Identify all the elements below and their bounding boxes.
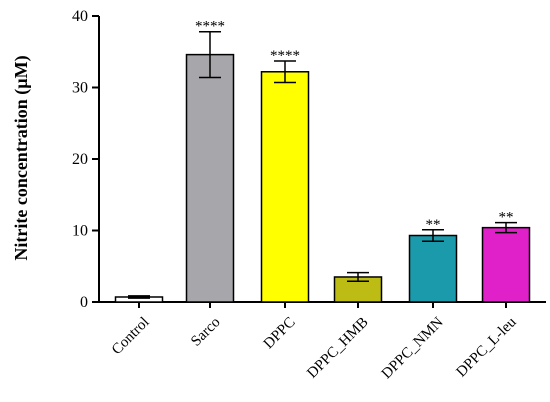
significance-label: **: [499, 210, 514, 226]
bars: ********** **: [114, 19, 531, 303]
y-tick-label: 0: [80, 294, 88, 311]
y-tick-label: 20: [72, 151, 88, 168]
y-tick-label: 30: [72, 80, 88, 97]
y-tick-label: 10: [72, 223, 88, 240]
bar-dppc-nmn: [408, 234, 458, 303]
significance-label: ****: [195, 19, 225, 35]
bar-sarco: [185, 53, 235, 303]
category-label: DPPC_HMB: [304, 314, 371, 381]
significance-label: ****: [270, 48, 300, 64]
y-tick-label: 40: [72, 8, 88, 25]
significance-label: **: [426, 217, 441, 233]
bar-dppc-l-leu: [481, 226, 531, 303]
category-label: DPPC_NMN: [379, 314, 447, 382]
category-labels: Control Sarco DPPC DPPC_HMB DPPC_NMN DPPC_L-l…: [109, 302, 520, 382]
axes: 0 10 20 30 40: [72, 8, 546, 311]
category-label: Control: [109, 314, 153, 358]
category-label: DPPC: [261, 314, 299, 352]
bar-dppc: [260, 71, 310, 303]
category-label: DPPC_L-leu: [453, 314, 519, 380]
y-axis-label: Nitrite concentration (µM): [11, 55, 32, 260]
category-label: Sarco: [188, 314, 223, 349]
